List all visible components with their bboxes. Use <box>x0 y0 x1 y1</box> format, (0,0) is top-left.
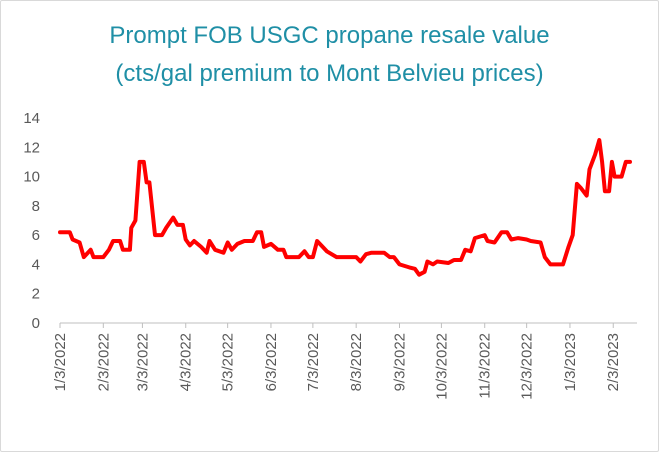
x-tick-label: 8/3/2022 <box>348 333 365 391</box>
x-tick-label: 11/3/2022 <box>477 333 494 399</box>
x-tick-label: 7/3/2022 <box>305 333 322 391</box>
x-tick-label: 2/3/2022 <box>95 333 112 391</box>
y-tick-label: 0 <box>32 315 40 332</box>
x-tick-label: 4/3/2022 <box>178 333 195 391</box>
x-tick-label: 9/3/2022 <box>391 333 408 391</box>
x-tick-label: 12/3/2022 <box>519 333 536 400</box>
y-tick-label: 6 <box>32 227 40 244</box>
y-tick-label: 12 <box>23 139 40 156</box>
x-tick-label: 3/3/2022 <box>134 333 151 391</box>
x-tick-label: 5/3/2022 <box>220 333 237 391</box>
y-axis-tick-labels: 0 2 4 6 8 10 12 14 <box>23 110 40 332</box>
y-tick-label: 10 <box>23 169 40 186</box>
chart-title: Prompt FOB USGC propane resale value <box>109 22 550 49</box>
chart-subtitle: (cts/gal premium to Mont Belvieu prices) <box>115 60 544 87</box>
y-tick-label: 4 <box>32 256 40 273</box>
x-axis-ticks: 1/3/2022 2/3/2022 3/3/2022 4/3/2022 5/3/2022… <box>52 323 622 400</box>
y-tick-label: 8 <box>32 198 40 215</box>
y-tick-label: 2 <box>32 286 40 303</box>
x-tick-label: 1/3/2022 <box>52 333 69 391</box>
x-tick-label: 2/3/2023 <box>605 333 622 391</box>
series-line <box>58 138 632 277</box>
series-group <box>58 138 632 277</box>
x-tick-label: 1/3/2023 <box>562 333 579 391</box>
y-tick-label: 14 <box>23 110 40 127</box>
x-tick-label: 6/3/2022 <box>263 333 280 391</box>
x-tick-label: 10/3/2022 <box>433 333 450 400</box>
